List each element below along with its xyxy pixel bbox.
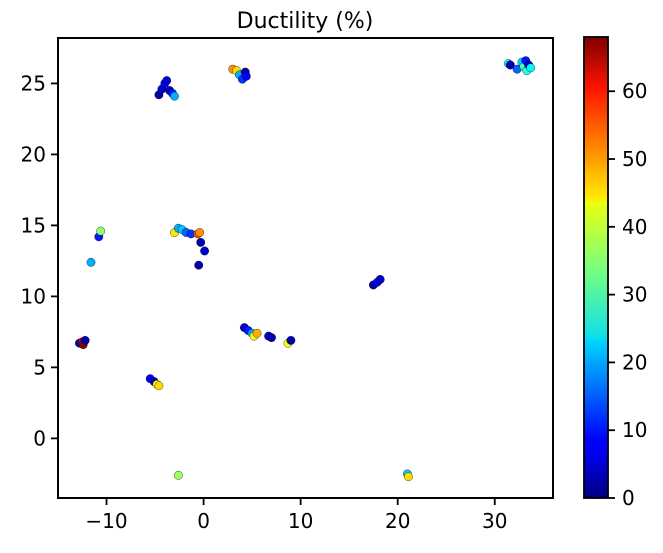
data-point [267, 333, 276, 342]
y-tick-label: 10 [21, 284, 46, 308]
colorbar-tick-label: 30 [622, 283, 647, 307]
data-point [96, 226, 106, 236]
colorbar-tick-label: 10 [622, 418, 647, 442]
data-point [241, 71, 251, 81]
colorbar-frame [583, 36, 609, 499]
data-point [154, 381, 164, 391]
y-tick-label: 15 [21, 213, 46, 237]
y-tick-label: 20 [21, 142, 46, 166]
colorbar-tick-label: 40 [622, 215, 647, 239]
x-tick-label: −10 [85, 509, 127, 533]
x-tick-label: 10 [288, 509, 313, 533]
x-axis: −10 0 10 20 30 [85, 498, 507, 533]
points-layer [75, 56, 536, 482]
colorbar-gradient [584, 37, 608, 498]
data-point [162, 76, 172, 85]
colorbar: 0 10 20 30 40 50 60 [583, 36, 647, 510]
data-point [170, 91, 179, 101]
x-tick-label: 30 [482, 509, 507, 533]
data-point [196, 238, 206, 247]
colorbar-tick-label: 60 [622, 79, 647, 103]
data-point [505, 60, 515, 70]
y-tick-label: 25 [21, 71, 46, 95]
colorbar-tick-label: 0 [622, 486, 635, 510]
y-tick-label: 0 [33, 426, 46, 450]
chart-title: Ductility (%) [237, 9, 374, 34]
x-tick-label: 0 [197, 509, 210, 533]
data-point [195, 228, 205, 237]
data-point [200, 246, 209, 256]
data-point [252, 328, 262, 338]
data-point [375, 275, 385, 284]
data-point [80, 336, 90, 345]
colorbar-tick-label: 50 [622, 147, 647, 171]
plot-frame [57, 37, 554, 499]
data-point [526, 63, 536, 73]
data-point [286, 336, 296, 345]
y-axis: 0 5 10 15 20 25 [21, 71, 58, 450]
y-tick-label: 5 [33, 355, 46, 379]
data-point [404, 472, 413, 482]
x-tick-label: 20 [385, 509, 410, 533]
data-point [174, 470, 183, 480]
colorbar-ticks: 0 10 20 30 40 50 60 [608, 79, 647, 510]
data-point [86, 257, 96, 267]
colorbar-tick-label: 20 [622, 350, 647, 374]
data-point [194, 260, 204, 270]
